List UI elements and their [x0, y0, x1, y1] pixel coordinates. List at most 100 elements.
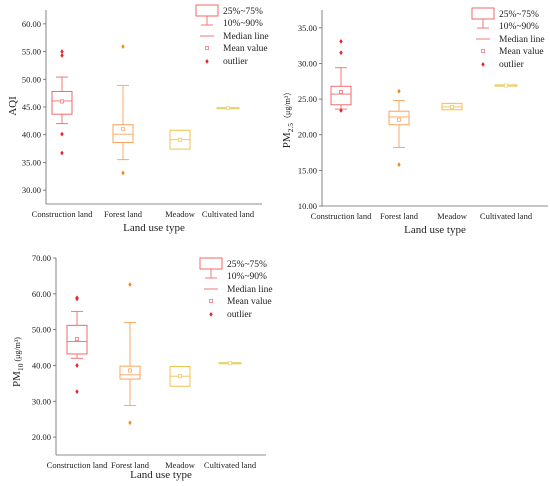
chart-panel-3: 20.00 30.00 40.00 50.00 60.00 70.00 Constructi…	[11, 253, 273, 481]
mean-marker	[339, 90, 343, 94]
x-tick-label: Construction land	[311, 211, 372, 221]
y-tick-label: 40.00	[32, 360, 51, 370]
y-tick-label: 20.00	[298, 130, 317, 140]
iqr-box	[119, 365, 141, 380]
box-forest-land	[112, 44, 134, 176]
box-meadow	[441, 102, 463, 111]
x-axis-label: Land use type	[123, 222, 185, 234]
outlier-point	[75, 389, 79, 395]
outlier-point	[121, 44, 125, 49]
box-meadow	[169, 129, 191, 150]
y-tick-label: 50.00	[32, 325, 51, 335]
legend-mean-symbol	[481, 49, 485, 53]
outlier-point	[339, 108, 343, 113]
y-tick-label: 70.00	[32, 253, 51, 263]
legend: 25%~75% 10%~90% Median line Mean value outli…	[199, 257, 273, 320]
y-tick-label: 30.00	[298, 58, 317, 68]
legend-outlier-symbol	[481, 62, 485, 67]
mean-marker	[504, 83, 508, 88]
outlier-point	[75, 363, 79, 368]
mean-marker	[121, 127, 125, 132]
y-tick-label: 55.00	[22, 47, 41, 57]
outlier-point	[397, 162, 401, 168]
legend-label: 25%~75%	[227, 260, 267, 270]
mean-marker	[178, 137, 182, 142]
box-cultivated-land	[218, 361, 242, 366]
box-meadow	[169, 366, 191, 387]
legend-box-symbol	[195, 4, 219, 17]
legend-box-symbol	[471, 7, 495, 20]
y-tick-label: 40.00	[22, 130, 41, 140]
legend-box-symbol	[199, 257, 223, 270]
box-construction-land	[66, 295, 88, 395]
chart-panel-1: 30.00 35.00 40.00 45.00 50.00 55.00 60.00 Const…	[7, 4, 269, 234]
box-cultivated-land	[216, 106, 240, 111]
iqr-box	[388, 110, 410, 126]
outlier-point	[60, 150, 64, 156]
legend-label: outlier	[227, 310, 253, 320]
mean-marker	[75, 336, 79, 341]
mean-marker	[450, 104, 454, 109]
y-tick-label: 50.00	[22, 74, 41, 84]
y-tick-label: 15.00	[298, 165, 317, 175]
x-axis-label: Land use type	[130, 469, 192, 481]
outlier-point	[339, 38, 343, 44]
legend-outlier-symbol	[209, 312, 213, 317]
iqr-box	[51, 90, 73, 115]
y-axis-label: PM10 (μg/m³)	[11, 337, 25, 387]
outlier-point	[75, 296, 79, 302]
legend-label: outlier	[499, 60, 525, 70]
y-axis-label: PM2.5（μg/m³）	[281, 88, 295, 148]
iqr-box	[66, 324, 88, 355]
x-tick-label: Forest land	[380, 211, 419, 221]
outlier-point	[397, 88, 401, 94]
x-tick-label: Meadow	[165, 209, 196, 219]
legend: 25%~75% 10%~90% Median line Mean value outli…	[471, 7, 545, 70]
y-tick-label: 35.00	[298, 23, 317, 33]
outlier-point	[60, 131, 64, 137]
mean-marker	[178, 374, 182, 379]
legend-label: 10%~90%	[499, 22, 539, 32]
mean-marker	[226, 106, 230, 111]
legend-label: Mean value	[227, 297, 272, 307]
x-tick-label: Meadow	[437, 211, 468, 221]
x-tick-label: Meadow	[165, 460, 196, 470]
y-tick-label: 60.00	[22, 19, 41, 29]
y-tick-label: 60.00	[32, 289, 51, 299]
legend-label: 25%~75%	[499, 10, 539, 20]
legend-mean-symbol	[209, 299, 213, 303]
mean-marker	[128, 368, 132, 373]
x-tick-label: Construction land	[32, 209, 93, 219]
box-cultivated-land	[494, 83, 518, 88]
outlier-point	[121, 170, 125, 176]
iqr-box	[330, 85, 352, 106]
legend-mean-symbol	[205, 46, 209, 50]
y-tick-label: 30.00	[32, 396, 51, 406]
outlier-point	[128, 420, 132, 426]
iqr-box	[112, 124, 134, 143]
legend-label: Median line	[223, 32, 269, 42]
y-tick-label: 25.00	[298, 94, 317, 104]
y-tick-label: 35.00	[22, 157, 41, 167]
legend-label: outlier	[223, 57, 249, 67]
y-tick-label: 45.00	[22, 102, 41, 112]
x-tick-label: Cultivated land	[202, 209, 255, 219]
mean-marker	[228, 361, 232, 366]
x-axis-label: Land use type	[404, 224, 466, 236]
mean-marker	[60, 99, 64, 104]
x-tick-label: Construction land	[47, 460, 108, 470]
y-tick-label: 20.00	[32, 432, 51, 442]
legend-label: Median line	[499, 35, 545, 45]
outlier-point	[339, 50, 343, 56]
box-construction-land	[330, 38, 352, 113]
x-tick-label: Cultivated land	[480, 211, 533, 221]
legend-label: Mean value	[223, 44, 268, 54]
y-tick-label: 10.00	[298, 201, 317, 211]
legend-label: 10%~90%	[227, 272, 267, 282]
x-tick-label: Forest land	[111, 460, 150, 470]
outlier-point	[128, 282, 132, 287]
legend-label: Median line	[227, 285, 273, 295]
legend: 25%~75% 10%~90% Median line Mean value outli…	[195, 4, 269, 67]
box-forest-land	[119, 282, 141, 426]
